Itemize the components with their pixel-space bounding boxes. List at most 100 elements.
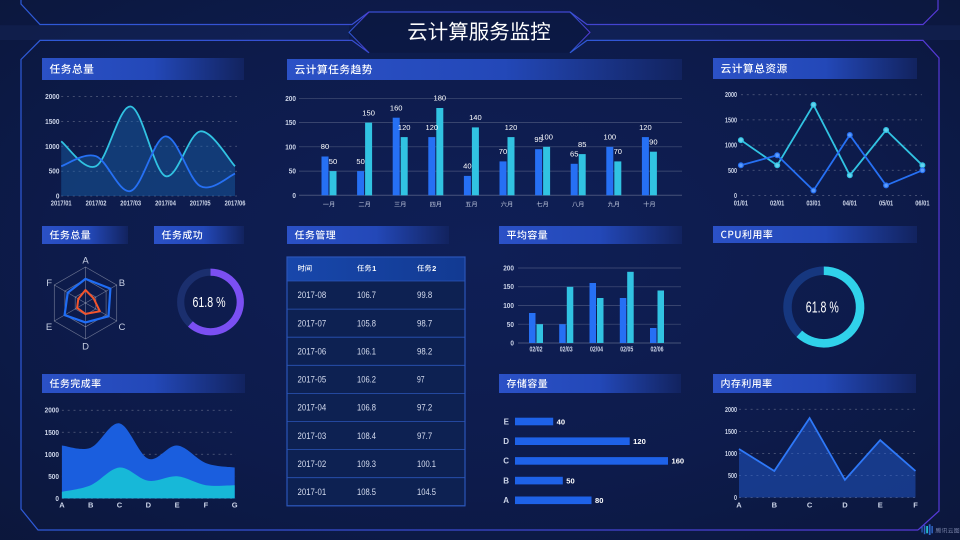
svg-text:160: 160 [672, 457, 685, 466]
svg-text:150: 150 [285, 120, 296, 127]
svg-text:40: 40 [463, 162, 471, 171]
svg-text:E: E [878, 501, 883, 510]
svg-text:70: 70 [614, 147, 622, 156]
svg-text:0: 0 [734, 495, 737, 502]
svg-text:140: 140 [469, 113, 482, 122]
svg-text:150: 150 [503, 284, 514, 291]
svg-text:2017-02: 2017-02 [298, 459, 327, 470]
svg-text:E: E [46, 322, 52, 333]
svg-text:2000: 2000 [725, 92, 737, 99]
svg-text:500: 500 [728, 473, 737, 480]
svg-text:2017-04: 2017-04 [298, 403, 327, 414]
svg-text:50: 50 [566, 476, 574, 485]
svg-text:61.8 %: 61.8 % [193, 294, 226, 311]
svg-text:200: 200 [503, 266, 514, 273]
svg-text:02/04: 02/04 [590, 347, 603, 354]
svg-text:01/01: 01/01 [734, 201, 748, 208]
svg-text:0: 0 [734, 193, 737, 200]
svg-text:1000: 1000 [45, 452, 59, 459]
svg-text:B: B [88, 501, 94, 510]
svg-text:98.7: 98.7 [417, 318, 432, 329]
svg-text:2017-05: 2017-05 [298, 375, 327, 386]
svg-text:40: 40 [557, 417, 565, 426]
svg-text:2017/05: 2017/05 [190, 200, 211, 207]
svg-text:D: D [82, 342, 89, 353]
svg-text:120: 120 [426, 123, 439, 132]
svg-text:1000: 1000 [45, 144, 59, 151]
svg-text:D: D [503, 437, 509, 446]
svg-text:G: G [232, 501, 238, 510]
svg-text:0: 0 [292, 193, 296, 200]
svg-text:2000: 2000 [45, 94, 59, 101]
svg-text:D: D [842, 501, 848, 510]
svg-text:C: C [807, 501, 813, 510]
svg-text:100.1: 100.1 [417, 459, 436, 470]
svg-text:F: F [913, 501, 918, 510]
svg-text:108.5: 108.5 [357, 487, 376, 498]
svg-text:C: C [118, 322, 125, 333]
svg-text:2: 2 [432, 264, 436, 273]
svg-text:B: B [119, 278, 125, 289]
svg-text:05/01: 05/01 [879, 201, 893, 208]
svg-text:03/01: 03/01 [806, 201, 820, 208]
svg-text:80: 80 [595, 496, 603, 505]
svg-text:106.7: 106.7 [357, 290, 376, 301]
svg-text:120: 120 [633, 437, 646, 446]
svg-text:61.8 %: 61.8 % [806, 299, 839, 316]
svg-text:50: 50 [329, 157, 337, 166]
svg-text:E: E [504, 417, 510, 426]
svg-text:150: 150 [362, 108, 375, 117]
svg-text:104.5: 104.5 [417, 487, 436, 498]
svg-text:2017/03: 2017/03 [120, 200, 141, 207]
svg-text:2017/02: 2017/02 [86, 200, 107, 207]
svg-text:500: 500 [49, 169, 60, 176]
svg-text:100: 100 [285, 144, 296, 151]
svg-text:108.4: 108.4 [357, 431, 376, 442]
svg-text:85: 85 [578, 140, 586, 149]
svg-text:2017-03: 2017-03 [298, 431, 327, 442]
svg-text:70: 70 [499, 147, 507, 156]
svg-text:1000: 1000 [725, 451, 737, 458]
svg-text:98.2: 98.2 [417, 346, 432, 357]
svg-text:1000: 1000 [725, 143, 737, 150]
svg-text:02/02: 02/02 [530, 347, 543, 354]
svg-text:100: 100 [503, 303, 514, 310]
svg-text:02/01: 02/01 [770, 201, 784, 208]
svg-text:A: A [503, 496, 509, 505]
svg-text:0: 0 [56, 194, 60, 201]
svg-text:106.1: 106.1 [357, 346, 376, 357]
svg-text:1500: 1500 [45, 430, 59, 437]
svg-text:65: 65 [570, 150, 578, 159]
svg-text:180: 180 [434, 94, 447, 103]
svg-text:50: 50 [507, 322, 514, 329]
svg-text:E: E [175, 501, 180, 510]
svg-text:F: F [204, 501, 209, 510]
svg-text:2017-01: 2017-01 [298, 487, 327, 498]
svg-text:1500: 1500 [725, 117, 737, 124]
svg-text:2017-06: 2017-06 [298, 346, 327, 357]
svg-text:A: A [82, 256, 89, 267]
svg-text:B: B [772, 501, 778, 510]
svg-text:02/03: 02/03 [560, 347, 573, 354]
svg-text:2017/04: 2017/04 [155, 200, 176, 207]
svg-text:02/05: 02/05 [620, 347, 633, 354]
svg-text:2017/01: 2017/01 [51, 200, 72, 207]
svg-text:200: 200 [285, 96, 296, 103]
svg-text:0: 0 [55, 496, 59, 503]
svg-text:04/01: 04/01 [843, 201, 857, 208]
svg-text:120: 120 [505, 123, 518, 132]
svg-text:B: B [503, 476, 509, 485]
svg-text:99.8: 99.8 [417, 290, 432, 301]
svg-text:50: 50 [356, 157, 364, 166]
svg-text:2017/06: 2017/06 [225, 200, 246, 207]
svg-text:2017-08: 2017-08 [298, 290, 327, 301]
svg-text:A: A [59, 501, 65, 510]
svg-text:100: 100 [604, 133, 617, 142]
svg-text:06/01: 06/01 [915, 201, 929, 208]
svg-text:02/06: 02/06 [651, 347, 664, 354]
svg-text:1500: 1500 [725, 429, 737, 436]
svg-text:500: 500 [728, 168, 737, 175]
svg-text:A: A [736, 501, 742, 510]
svg-text:1: 1 [372, 264, 376, 273]
svg-text:120: 120 [639, 123, 652, 132]
